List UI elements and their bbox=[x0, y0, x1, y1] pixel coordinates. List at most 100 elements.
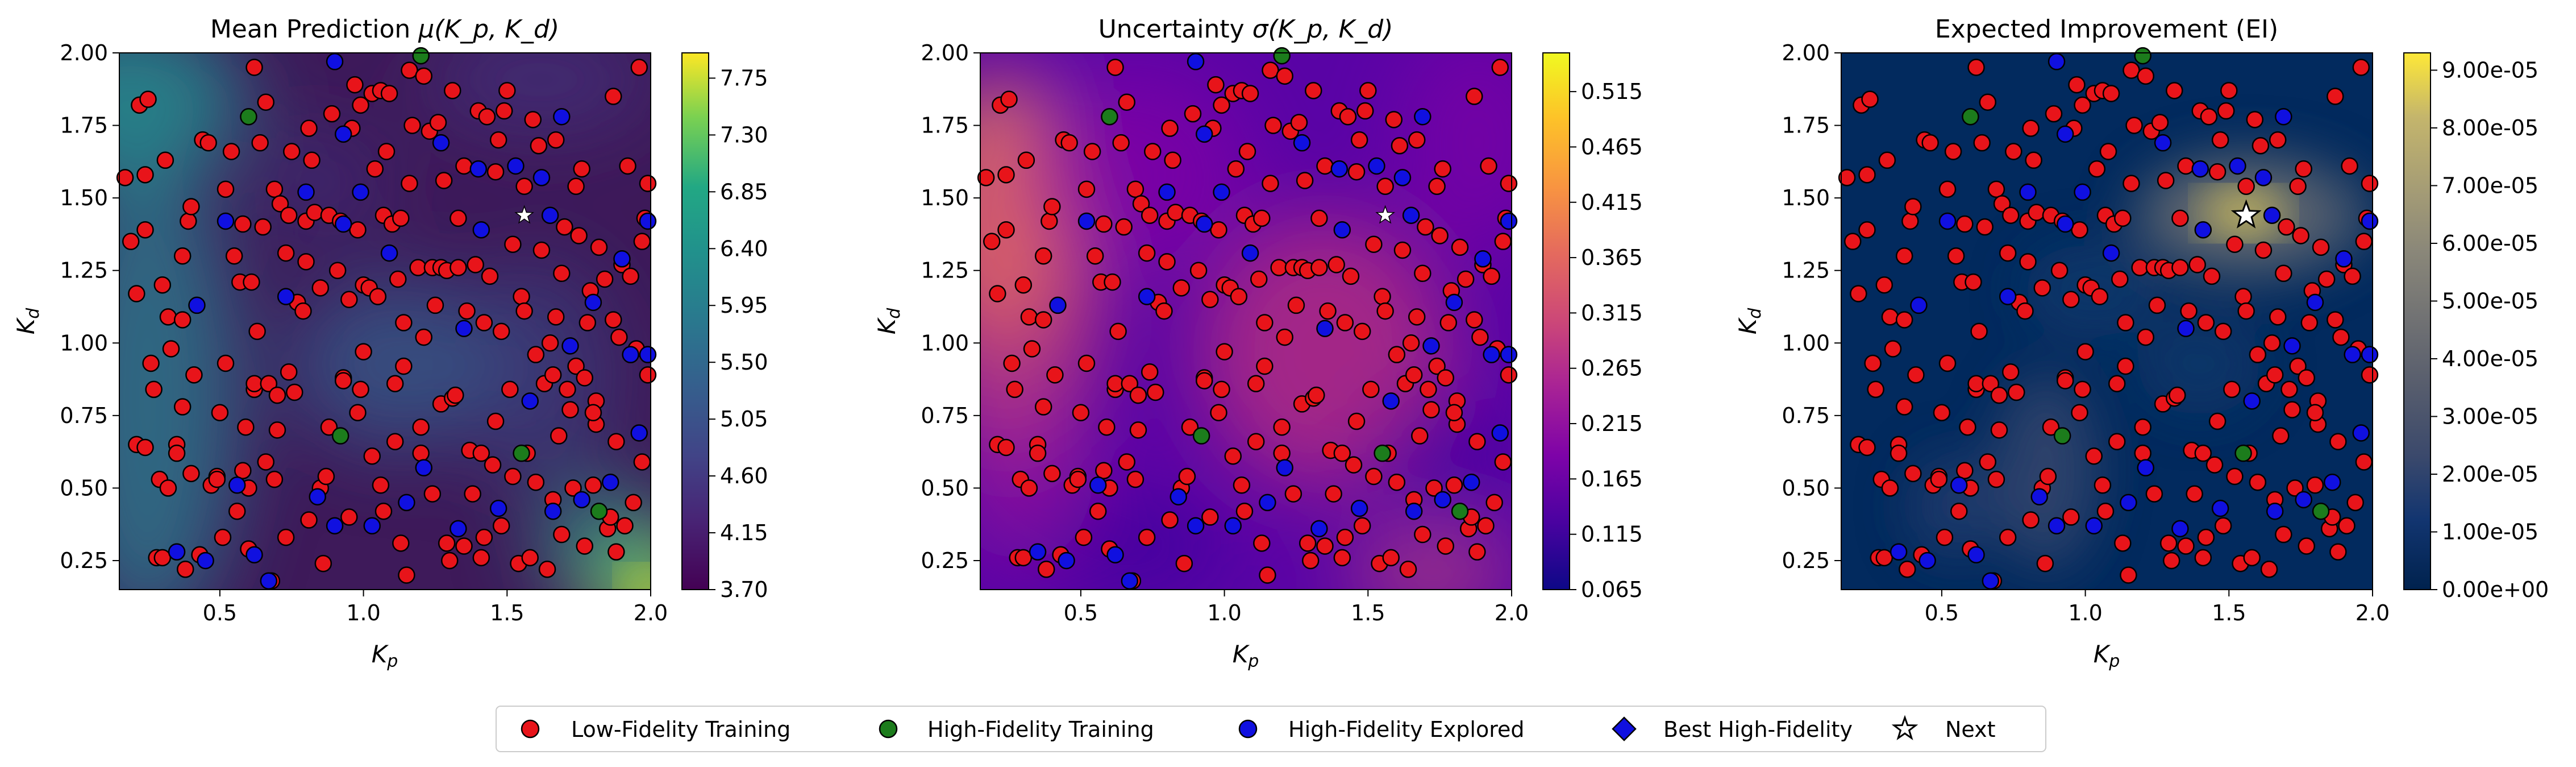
low-fidelity-point bbox=[1132, 195, 1150, 213]
high-fidelity-explored-point bbox=[541, 206, 559, 225]
low-fidelity-point bbox=[622, 267, 639, 285]
low-fidelity-point bbox=[168, 444, 186, 462]
low-fidelity-point bbox=[576, 537, 594, 555]
low-fidelity-point bbox=[2208, 163, 2227, 181]
red-dot-icon bbox=[521, 719, 540, 739]
high-fidelity-point bbox=[331, 427, 349, 445]
high-fidelity-explored-point bbox=[309, 488, 326, 505]
low-fidelity-point bbox=[2205, 456, 2224, 474]
high-fidelity-point bbox=[2053, 427, 2071, 445]
low-fidelity-point bbox=[2226, 235, 2244, 254]
low-fidelity-point bbox=[1201, 508, 1219, 526]
low-fidelity-point bbox=[1184, 105, 1202, 123]
low-fidelity-point bbox=[415, 67, 432, 85]
low-fidelity-point bbox=[1290, 114, 1308, 131]
low-fidelity-point bbox=[1259, 566, 1276, 584]
high-fidelity-explored-point bbox=[1434, 491, 1451, 509]
low-fidelity-point bbox=[1060, 134, 1078, 152]
low-fidelity-point bbox=[1456, 270, 1475, 288]
low-fidelity-point bbox=[237, 418, 255, 436]
colorbar-tick-label: 4.15 bbox=[720, 520, 768, 545]
low-fidelity-point bbox=[429, 114, 447, 131]
low-fidelity-point bbox=[1316, 537, 1334, 555]
low-fidelity-point bbox=[251, 134, 269, 152]
low-fidelity-point bbox=[1947, 247, 1965, 265]
high-fidelity-explored-point bbox=[2085, 517, 2103, 534]
high-fidelity-explored-point bbox=[469, 160, 488, 178]
low-fidelity-point bbox=[1388, 346, 1406, 363]
y-tick-label: 0.50 bbox=[60, 475, 108, 500]
high-fidelity-explored-point bbox=[2243, 392, 2261, 410]
high-fidelity-explored-point bbox=[2263, 206, 2281, 225]
high-fidelity-explored-point bbox=[2323, 473, 2341, 491]
low-fidelity-point bbox=[1350, 131, 1368, 149]
high-fidelity-explored-point bbox=[1259, 494, 1276, 512]
low-fidelity-point bbox=[495, 102, 513, 120]
low-fidelity-point bbox=[1138, 244, 1156, 262]
low-fidelity-point bbox=[1118, 453, 1136, 471]
colorbar-tick-label: 7.30 bbox=[720, 122, 768, 147]
low-fidelity-point bbox=[472, 444, 490, 462]
low-fidelity-point bbox=[2004, 143, 2022, 160]
low-fidelity-point bbox=[1014, 276, 1033, 294]
low-fidelity-point bbox=[265, 470, 284, 488]
low-fidelity-point bbox=[619, 157, 636, 175]
y-axis-label: Kd bbox=[12, 308, 43, 335]
low-fidelity-point bbox=[1422, 401, 1440, 418]
low-fidelity-point bbox=[2008, 383, 2025, 401]
low-fidelity-point bbox=[2329, 433, 2347, 451]
high-fidelity-explored-point bbox=[1402, 206, 1420, 225]
low-fidelity-point bbox=[1129, 421, 1147, 439]
low-fidelity-point bbox=[1115, 218, 1133, 236]
y-tick-label: 1.75 bbox=[921, 113, 969, 138]
low-fidelity-point bbox=[1904, 465, 1922, 483]
low-fidelity-point bbox=[1247, 433, 1265, 451]
y-tick-label: 0.50 bbox=[921, 475, 969, 500]
low-fidelity-point bbox=[2208, 412, 2227, 430]
low-fidelity-point bbox=[2203, 267, 2221, 285]
high-fidelity-explored-point bbox=[2254, 169, 2273, 186]
low-fidelity-point bbox=[2120, 566, 2137, 584]
high-fidelity-explored-point bbox=[297, 183, 315, 201]
low-fidelity-point bbox=[1210, 404, 1227, 421]
low-fidelity-point bbox=[2145, 485, 2163, 503]
low-fidelity-point bbox=[513, 288, 530, 305]
scatter-layer bbox=[1838, 47, 2379, 590]
low-fidelity-point bbox=[2269, 131, 2287, 149]
colorbar-tick-label: 0.065 bbox=[1581, 577, 1643, 602]
low-fidelity-point bbox=[1262, 61, 1279, 79]
high-fidelity-explored-point bbox=[1462, 473, 1480, 491]
low-fidelity-point bbox=[211, 404, 229, 421]
low-fidelity-point bbox=[610, 328, 628, 346]
low-fidelity-point bbox=[1158, 253, 1176, 271]
low-fidelity-point bbox=[481, 267, 499, 285]
low-fidelity-point bbox=[450, 259, 467, 276]
low-fidelity-point bbox=[2352, 59, 2370, 76]
low-fidelity-point bbox=[1109, 322, 1127, 341]
colorbar bbox=[1542, 52, 1570, 590]
low-fidelity-point bbox=[2001, 363, 2020, 381]
low-fidelity-point bbox=[1385, 111, 1403, 128]
low-fidelity-point bbox=[2028, 204, 2045, 221]
low-fidelity-point bbox=[2217, 102, 2235, 120]
low-fidelity-point bbox=[2102, 85, 2120, 102]
low-fidelity-point bbox=[2162, 552, 2180, 570]
low-fidelity-point bbox=[254, 218, 272, 236]
low-fidelity-point bbox=[1999, 528, 2017, 546]
high-fidelity-explored-point bbox=[1414, 108, 1431, 126]
colorbar-tick-label: 7.75 bbox=[720, 65, 768, 90]
colorbar-tick-label: 8.00e-05 bbox=[2442, 115, 2538, 140]
low-fidelity-point bbox=[607, 433, 625, 451]
low-fidelity-point bbox=[1468, 543, 1486, 561]
low-fidelity-point bbox=[2338, 517, 2356, 534]
low-fidelity-point bbox=[1987, 180, 2005, 198]
y-tick-label: 2.00 bbox=[60, 40, 108, 65]
colorbar-tick-label: 0.365 bbox=[1581, 245, 1643, 270]
high-fidelity-explored-point bbox=[630, 424, 648, 442]
y-tick-label: 2.00 bbox=[1782, 40, 1830, 65]
low-fidelity-point bbox=[2096, 502, 2115, 520]
low-fidelity-point bbox=[2042, 418, 2060, 436]
low-fidelity-point bbox=[2033, 279, 2051, 297]
y-tick-label: 1.50 bbox=[60, 185, 108, 210]
low-fidelity-point bbox=[1069, 470, 1087, 488]
